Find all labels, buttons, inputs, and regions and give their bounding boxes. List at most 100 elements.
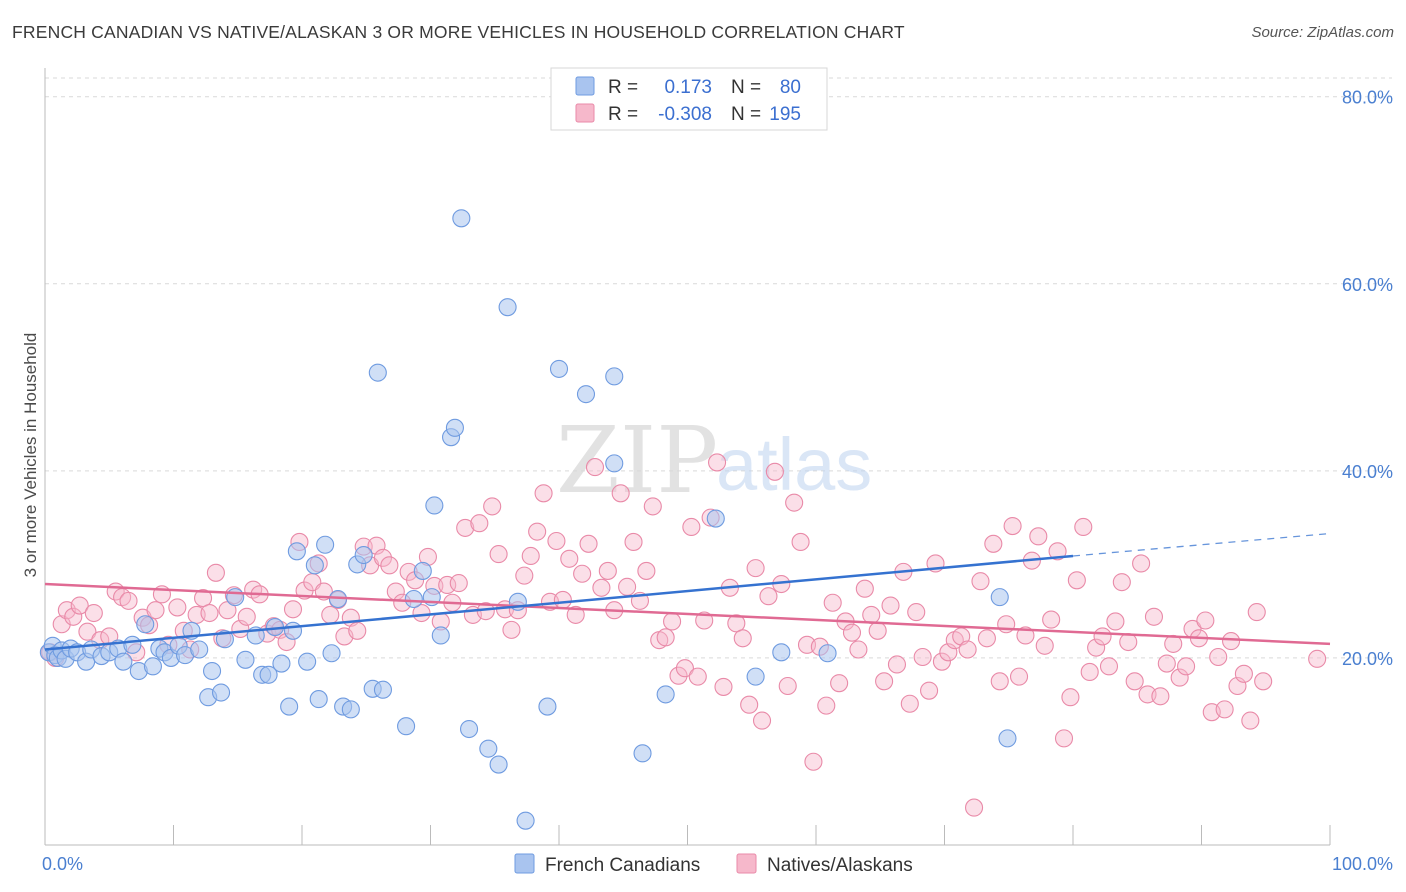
point-natives-alaskans-6 [78, 622, 97, 641]
stats-n-label-blue: N = [731, 77, 761, 98]
point-french-canadians-51 [373, 680, 393, 699]
point-natives-alaskans-114 [778, 676, 797, 696]
point-natives-alaskans-16 [146, 601, 165, 620]
point-natives-alaskans-89 [618, 577, 637, 596]
axes [44, 68, 1331, 846]
point-natives-alaskans-145 [977, 629, 996, 648]
point-french-canadians-77 [990, 588, 1009, 607]
point-natives-alaskans-131 [887, 655, 907, 674]
point-natives-alaskans-43 [321, 605, 340, 624]
point-natives-alaskans-158 [1061, 688, 1080, 707]
point-french-canadians-41 [309, 690, 328, 709]
point-french-canadians-38 [287, 542, 306, 561]
point-french-canadians-70 [633, 744, 652, 763]
point-natives-alaskans-103 [708, 453, 727, 472]
y-tick-label-3: 80.0% [1342, 88, 1393, 108]
point-natives-alaskans-23 [194, 589, 213, 608]
point-french-canadians-16 [136, 615, 155, 634]
point-natives-alaskans-151 [1016, 626, 1035, 645]
point-natives-alaskans-181 [1209, 647, 1228, 667]
stats-n-value-pink: 195 [769, 104, 801, 125]
point-natives-alaskans-166 [1112, 573, 1131, 592]
point-natives-alaskans-75 [528, 522, 547, 541]
point-natives-alaskans-160 [1074, 517, 1093, 537]
point-french-canadians-42 [316, 535, 335, 554]
point-natives-alaskans-69 [489, 545, 508, 564]
point-natives-alaskans-52 [380, 556, 399, 575]
point-french-canadians-58 [445, 418, 464, 437]
point-natives-alaskans-142 [958, 640, 977, 659]
point-french-canadians-62 [489, 755, 508, 774]
point-natives-alaskans-162 [1087, 638, 1106, 657]
point-natives-alaskans-150 [1009, 667, 1029, 686]
point-natives-alaskans-144 [971, 572, 990, 591]
point-french-canadians-75 [818, 644, 837, 663]
point-natives-alaskans-133 [900, 694, 919, 713]
point-natives-alaskans-179 [1196, 611, 1215, 630]
point-natives-alaskans-97 [669, 666, 688, 685]
point-natives-alaskans-125 [849, 640, 868, 659]
trend-line-natives-alaskans [44, 582, 1331, 646]
point-french-canadians-73 [746, 667, 765, 686]
watermark-zip: ZIP [556, 407, 718, 514]
stats-n-label-pink: N = [731, 104, 761, 125]
point-natives-alaskans-86 [598, 561, 617, 580]
point-natives-alaskans-147 [990, 672, 1009, 691]
point-natives-alaskans-79 [553, 590, 572, 609]
legend-swatch-natives-alaskans [736, 853, 757, 874]
point-french-canadians-76 [998, 729, 1017, 748]
point-natives-alaskans-12 [119, 591, 138, 610]
point-french-canadians-30 [236, 650, 255, 669]
point-natives-alaskans-106 [727, 614, 746, 633]
point-natives-alaskans-183 [1222, 632, 1241, 651]
point-french-canadians-27 [211, 683, 231, 702]
point-natives-alaskans-81 [566, 605, 585, 624]
stats-r-value-blue: 0.173 [664, 77, 712, 98]
point-french-canadians-60 [459, 719, 479, 739]
point-natives-alaskans-159 [1067, 571, 1086, 590]
point-french-canadians-24 [190, 640, 209, 659]
point-french-canadians-54 [413, 561, 432, 580]
point-natives-alaskans-95 [656, 628, 675, 647]
point-natives-alaskans-157 [1054, 729, 1074, 748]
y-tick-label-0: 20.0% [1342, 649, 1393, 669]
point-natives-alaskans-110 [752, 711, 772, 730]
point-natives-alaskans-85 [592, 578, 611, 597]
point-natives-alaskans-64 [456, 518, 475, 537]
point-natives-alaskans-74 [521, 546, 540, 566]
point-natives-alaskans-76 [534, 484, 553, 503]
y-tick-label-2: 60.0% [1342, 275, 1393, 295]
point-natives-alaskans-51 [373, 548, 393, 567]
point-natives-alaskans-73 [515, 566, 534, 585]
chart-title: FRENCH CANADIAN VS NATIVE/ALASKAN 3 OR M… [12, 22, 905, 42]
point-natives-alaskans-30 [237, 607, 256, 626]
point-natives-alaskans-96 [663, 612, 682, 631]
trend-lines [44, 532, 1331, 651]
point-natives-alaskans-182 [1215, 700, 1234, 719]
point-natives-alaskans-186 [1241, 711, 1260, 730]
point-natives-alaskans-122 [830, 674, 849, 693]
point-natives-alaskans-107 [733, 629, 752, 648]
point-natives-alaskans-83 [579, 534, 598, 553]
point-natives-alaskans-149 [1003, 516, 1022, 536]
point-natives-alaskans-71 [502, 620, 521, 639]
point-french-canadians-26 [203, 661, 222, 681]
point-natives-alaskans-163 [1093, 627, 1112, 646]
grid-lines [45, 77, 1392, 659]
point-natives-alaskans-112 [765, 462, 784, 481]
point-french-canadians-46 [341, 700, 360, 719]
point-french-canadians-68 [605, 367, 624, 386]
point-french-canadians-48 [354, 545, 373, 565]
point-natives-alaskans-100 [688, 667, 707, 686]
point-natives-alaskans-66 [470, 514, 489, 533]
point-natives-alaskans-165 [1106, 612, 1125, 631]
point-french-canadians-65 [538, 697, 557, 716]
point-natives-alaskans-4 [64, 607, 83, 626]
point-natives-alaskans-134 [907, 603, 926, 622]
point-natives-alaskans-155 [1042, 610, 1061, 629]
point-french-canadians-28 [215, 630, 234, 649]
point-natives-alaskans-109 [746, 559, 765, 578]
point-natives-alaskans-172 [1151, 687, 1170, 706]
trend-line-french-canadians [44, 554, 1074, 651]
